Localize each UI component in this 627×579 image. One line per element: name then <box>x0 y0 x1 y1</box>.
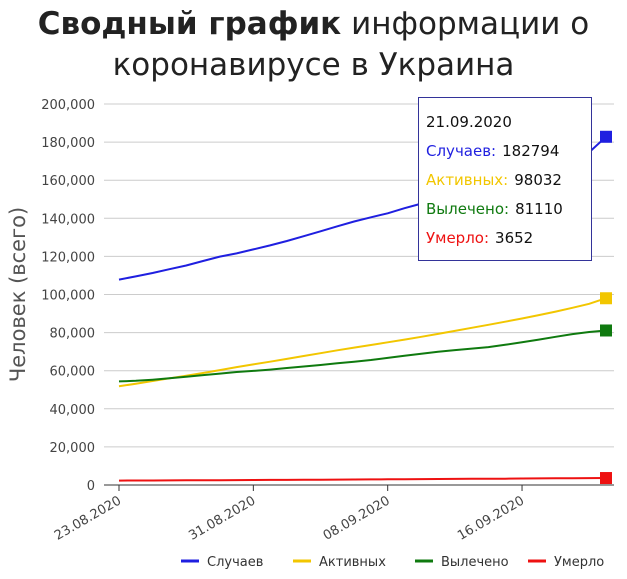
tooltip-row-cases: Случаев: 182794 <box>426 137 591 166</box>
legend-label: Случаев <box>207 555 263 570</box>
y-tick-label: 120,000 <box>41 250 95 265</box>
series-line <box>118 329 607 383</box>
tooltip-row-deaths: Умерло: 3652 <box>426 224 591 253</box>
tooltip-value: 98032 <box>514 171 562 189</box>
x-tick-label: 08.09.2020 <box>321 493 393 543</box>
y-tick-label: 100,000 <box>41 289 95 304</box>
title-bold: Сводный график <box>37 6 342 42</box>
tooltip-value: 3652 <box>495 229 534 247</box>
tooltip-label: Случаев: <box>426 142 497 160</box>
y-tick-label: 160,000 <box>41 174 95 189</box>
series-line <box>118 477 607 482</box>
series-end-marker <box>600 324 612 337</box>
series-end-marker <box>600 292 612 305</box>
series-end-marker <box>600 130 612 143</box>
legend-label: Активных <box>319 555 386 570</box>
tooltip-row-recovered: Вылечено: 81110 <box>426 195 591 224</box>
legend-label: Вылечено <box>441 555 509 570</box>
title-line-2: коронавирусе в Украина <box>112 47 515 83</box>
y-tick-label: 180,000 <box>41 136 95 151</box>
y-tick-label: 40,000 <box>50 403 96 418</box>
tooltip-label: Вылечено: <box>426 200 510 218</box>
title-line-1: Сводный график информации о <box>0 4 627 45</box>
x-tick-label: 16.09.2020 <box>455 493 527 543</box>
series-line <box>118 297 607 388</box>
tooltip-label: Умерло: <box>426 229 490 247</box>
y-axis-label: Человек (всего) <box>6 207 30 382</box>
y-tick-label: 200,000 <box>41 98 95 113</box>
y-tick-label: 140,000 <box>41 212 95 227</box>
tooltip-value: 182794 <box>502 142 560 160</box>
y-tick-label: 80,000 <box>50 327 96 342</box>
series-end-marker <box>600 472 612 485</box>
tooltip: 21.09.2020 Случаев: 182794 Активных: 98032… <box>418 97 592 261</box>
tooltip-value: 81110 <box>515 200 563 218</box>
y-tick-label: 20,000 <box>50 441 96 456</box>
tooltip-label: Активных: <box>426 171 509 189</box>
legend-label: Умерло <box>554 555 604 570</box>
title-rest: информации о <box>351 6 590 42</box>
x-tick-label: 31.08.2020 <box>186 493 258 543</box>
x-tick-label: 23.08.2020 <box>52 493 124 543</box>
y-tick-label: 60,000 <box>50 365 96 380</box>
tooltip-row-active: Активных: 98032 <box>426 166 591 195</box>
tooltip-date: 21.09.2020 <box>426 113 512 131</box>
chart-title: Сводный график информации о коронавирусе… <box>0 4 627 86</box>
y-tick-label: 0 <box>87 479 95 494</box>
